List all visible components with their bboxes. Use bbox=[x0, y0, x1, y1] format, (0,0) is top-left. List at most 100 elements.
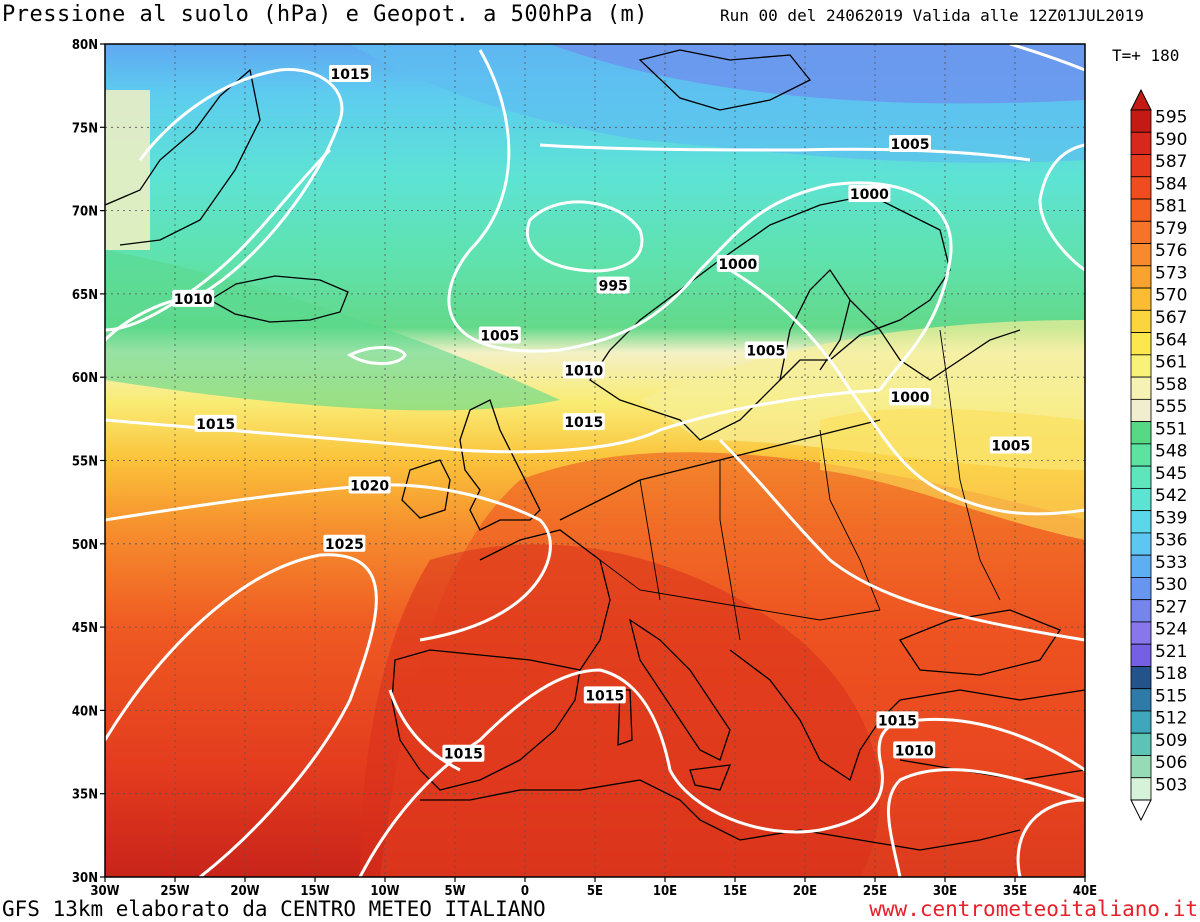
lon-tick-label: 20W bbox=[230, 884, 259, 899]
colorbar-level-label: 509 bbox=[1155, 731, 1187, 751]
colorbar-level-label: 536 bbox=[1155, 531, 1187, 551]
colorbar-level-label: 545 bbox=[1155, 464, 1187, 484]
isobar-label-bg bbox=[889, 388, 931, 406]
colorbar-level-label: 584 bbox=[1155, 174, 1187, 194]
colorbar-swatch bbox=[1130, 443, 1152, 467]
colorbar-level-label: 576 bbox=[1155, 241, 1187, 261]
forecast-timestep: T=+ 180 bbox=[1112, 46, 1180, 65]
isobar-label: 1015 bbox=[585, 688, 624, 704]
lon-tick-label: 20E bbox=[793, 884, 817, 899]
colorbar-swatch bbox=[1130, 309, 1152, 333]
lon-tick-label: 30W bbox=[90, 884, 119, 899]
isobar-label: 1005 bbox=[746, 344, 785, 360]
isobar-label-bg bbox=[323, 534, 366, 552]
colorbar-level-label: 506 bbox=[1155, 753, 1187, 773]
colorbar-level-label: 533 bbox=[1155, 553, 1187, 573]
lon-tick-label: 5W bbox=[444, 884, 465, 899]
colorbar-swatch bbox=[1130, 643, 1152, 667]
colorbar-swatch bbox=[1130, 777, 1152, 801]
isobar-label-bg bbox=[716, 254, 759, 272]
colorbar-swatch bbox=[1130, 131, 1152, 155]
isobar-label-bg bbox=[596, 276, 630, 294]
colorbar-swatch bbox=[1130, 532, 1152, 556]
colorbar-level-label: 587 bbox=[1155, 152, 1187, 172]
footer-credit: GFS 13km elaborato da CENTRO METEO ITALI… bbox=[2, 897, 546, 921]
colorbar-level-label: 561 bbox=[1155, 353, 1187, 373]
colorbar-level-label: 527 bbox=[1155, 597, 1187, 617]
isobar-label-bg bbox=[876, 711, 919, 729]
lat-tick-label: 35N bbox=[72, 788, 98, 803]
lon-tick-label: 25E bbox=[863, 884, 887, 899]
colorbar-swatch bbox=[1130, 732, 1152, 756]
colorbar-level-label: 503 bbox=[1155, 775, 1187, 795]
isobar-label: 1000 bbox=[891, 390, 930, 406]
lat-tick-label: 55N bbox=[72, 455, 98, 470]
colorbar-swatch bbox=[1130, 287, 1152, 311]
isobar-label-bg bbox=[562, 361, 605, 379]
isobar-label: 1005 bbox=[891, 137, 930, 153]
colorbar-level-label: 573 bbox=[1155, 263, 1187, 283]
isobar-label: 1020 bbox=[350, 478, 389, 494]
isobar-label-bg bbox=[889, 134, 931, 152]
isobar-label-bg bbox=[744, 341, 787, 359]
lon-tick-label: 40E bbox=[1073, 884, 1097, 899]
isobar-label-bg bbox=[562, 413, 605, 431]
lat-tick-label: 45N bbox=[72, 621, 98, 636]
colorbar-swatch bbox=[1130, 109, 1152, 133]
map-title: Pressione al suolo (hPa) e Geopot. a 500… bbox=[2, 2, 649, 27]
isobar-label: 1005 bbox=[991, 439, 1030, 455]
colorbar-swatch bbox=[1130, 554, 1152, 578]
isobar-label-bg bbox=[478, 326, 521, 344]
colorbar-level-label: 564 bbox=[1155, 330, 1187, 350]
colorbar-level-label: 518 bbox=[1155, 664, 1187, 684]
lon-tick-label: 25W bbox=[160, 884, 189, 899]
colorbar-swatch bbox=[1130, 710, 1152, 734]
isobar-label: 1015 bbox=[331, 67, 370, 83]
lat-tick-label: 65N bbox=[72, 288, 98, 303]
colorbar-level-label: 581 bbox=[1155, 197, 1187, 217]
isobar-label-bg bbox=[893, 741, 936, 759]
colorbar-level-label: 530 bbox=[1155, 575, 1187, 595]
lat-tick-label: 60N bbox=[72, 371, 98, 386]
isobar-label-bg bbox=[848, 184, 891, 202]
lat-tick-label: 30N bbox=[72, 871, 98, 886]
lat-tick-label: 70N bbox=[72, 205, 98, 220]
colorbar-swatch bbox=[1130, 332, 1152, 356]
isobar-label: 995 bbox=[599, 279, 628, 295]
colorbar-swatch bbox=[1130, 621, 1152, 645]
colorbar-level-label: 590 bbox=[1155, 130, 1187, 150]
colorbar-swatch bbox=[1130, 755, 1152, 779]
lon-tick-label: 15E bbox=[723, 884, 747, 899]
colorbar-swatch bbox=[1130, 220, 1152, 244]
isobar-label-bg bbox=[348, 476, 391, 494]
isobar-label-bg bbox=[989, 436, 1032, 454]
colorbar-level-label: 548 bbox=[1155, 442, 1187, 462]
colorbar-level-label: 512 bbox=[1155, 709, 1187, 729]
colorbar-swatch bbox=[1130, 243, 1152, 267]
colorbar-swatch bbox=[1130, 398, 1152, 423]
lon-tick-label: 5E bbox=[587, 884, 603, 899]
colorbar-swatch bbox=[1130, 176, 1152, 200]
colorbar-swatch bbox=[1130, 421, 1152, 445]
isobar-label: 1015 bbox=[564, 415, 603, 431]
isobar-label: 1015 bbox=[878, 713, 917, 729]
footer-website-link[interactable]: www.centrometeoitaliano.it bbox=[869, 897, 1198, 921]
isobar-label: 1000 bbox=[718, 257, 757, 273]
colorbar-swatch bbox=[1130, 354, 1152, 378]
lat-tick-label: 80N bbox=[72, 38, 98, 53]
colorbar-level-label: 542 bbox=[1155, 486, 1187, 506]
isobar-label: 1010 bbox=[174, 292, 213, 308]
colorbar-level-label: 567 bbox=[1155, 308, 1187, 328]
colorbar-swatch bbox=[1130, 465, 1152, 489]
colorbar-swatch bbox=[1130, 666, 1152, 690]
colorbar-swatch bbox=[1130, 577, 1152, 601]
colorbar-level-label: 524 bbox=[1155, 620, 1187, 640]
isobar-label-bg bbox=[583, 686, 626, 704]
colorbar-swatch bbox=[1130, 265, 1152, 289]
colorbar: 5955905875845815795765735705675645615585… bbox=[1130, 88, 1187, 822]
lat-tick-label: 75N bbox=[72, 121, 98, 136]
isobar-label-bg bbox=[172, 289, 215, 307]
colorbar-swatch bbox=[1130, 198, 1152, 222]
isobar-label-bg bbox=[194, 414, 237, 432]
